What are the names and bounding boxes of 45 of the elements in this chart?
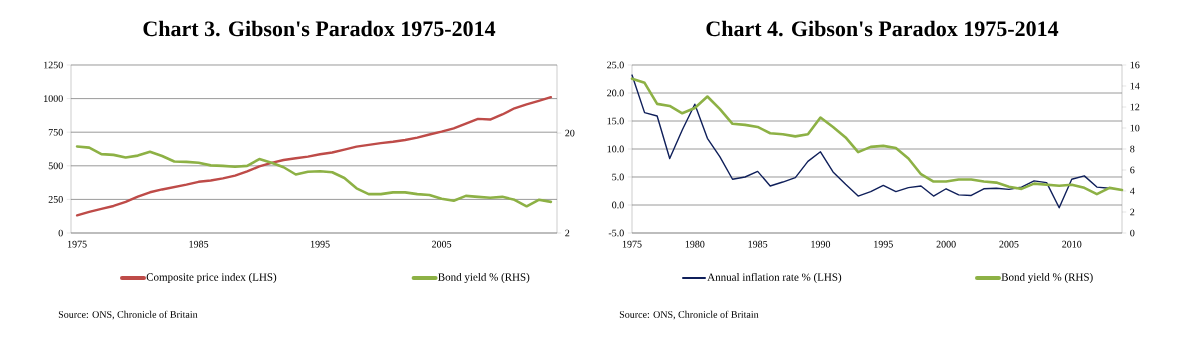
legend-label: Bond yield % (RHS) [438, 273, 530, 283]
chart-title: Chart 3. Gibson's Paradox 1975-2014 [143, 20, 496, 37]
y2-tick-label: 14 [1130, 82, 1140, 90]
y-tick-label: 750 [48, 128, 63, 136]
y-tick-label: 25.0 [607, 61, 624, 69]
x-tick-label: 1975 [622, 240, 642, 248]
y2-tick-label: 4 [1129, 187, 1135, 195]
y-tick-label: 1000 [44, 95, 63, 102]
y2-tick-label: 12 [1130, 103, 1140, 111]
x-tick-label: 1985 [189, 240, 209, 248]
y2-tick-label: 0 [1130, 229, 1135, 237]
source-note: Source: ONS, Chronicle of Britain [619, 310, 759, 320]
y2-tick-label: 2 [565, 229, 570, 237]
legend-label: Bond yield % (RHS) [1001, 273, 1093, 283]
y-tick-label: 15.0 [607, 117, 624, 125]
y-tick-label: -5.0 [608, 229, 624, 237]
y-tick-label: 10.0 [607, 145, 624, 153]
y2-tick-label: 2 [1130, 208, 1135, 216]
y2-tick-label: 10 [1130, 124, 1140, 132]
y2-tick-label: 20 [565, 129, 575, 137]
x-tick-label: 1990 [811, 240, 831, 248]
y2-tick-label: 6 [1130, 166, 1135, 174]
legend-label: Composite price index (LHS) [146, 273, 277, 283]
x-tick-label: 2005 [999, 240, 1019, 248]
y2-tick-label: 16 [1130, 61, 1140, 69]
y-tick-label: 500 [48, 162, 63, 170]
source-note: Source: ONS, Chronicle of Britain [58, 310, 198, 320]
y-tick-label: 20.0 [607, 89, 624, 97]
x-tick-label: 1995 [310, 240, 330, 248]
x-tick-label: 2005 [432, 240, 452, 248]
y-tick-label: 5.0 [612, 173, 624, 181]
x-tick-label: 1995 [874, 240, 893, 248]
line-series [75, 145, 553, 208]
x-tick-label: 1980 [685, 240, 705, 248]
x-tick-label: 2010 [1062, 240, 1082, 248]
chart-title: Chart 4. Gibson's Paradox 1975-2014 [706, 20, 1059, 37]
y-tick-label: 0.0 [612, 201, 624, 209]
y-tick-label: 250 [48, 196, 63, 203]
x-tick-label: 2000 [936, 240, 956, 248]
x-tick-label: 1985 [748, 240, 768, 248]
x-tick-label: 1975 [67, 240, 87, 248]
y-tick-label: 1250 [44, 61, 63, 69]
legend-label: Annual inflation rate % (LHS) [707, 272, 842, 284]
y-tick-label: 0 [58, 229, 63, 237]
y2-tick-label: 8 [1130, 145, 1135, 153]
